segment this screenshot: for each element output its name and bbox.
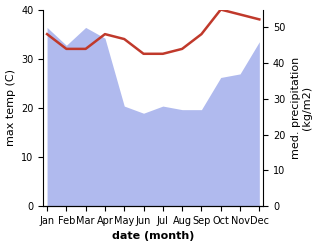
X-axis label: date (month): date (month) [112,231,194,242]
Y-axis label: med. precipitation
(kg/m2): med. precipitation (kg/m2) [291,57,313,159]
Y-axis label: max temp (C): max temp (C) [5,69,16,146]
